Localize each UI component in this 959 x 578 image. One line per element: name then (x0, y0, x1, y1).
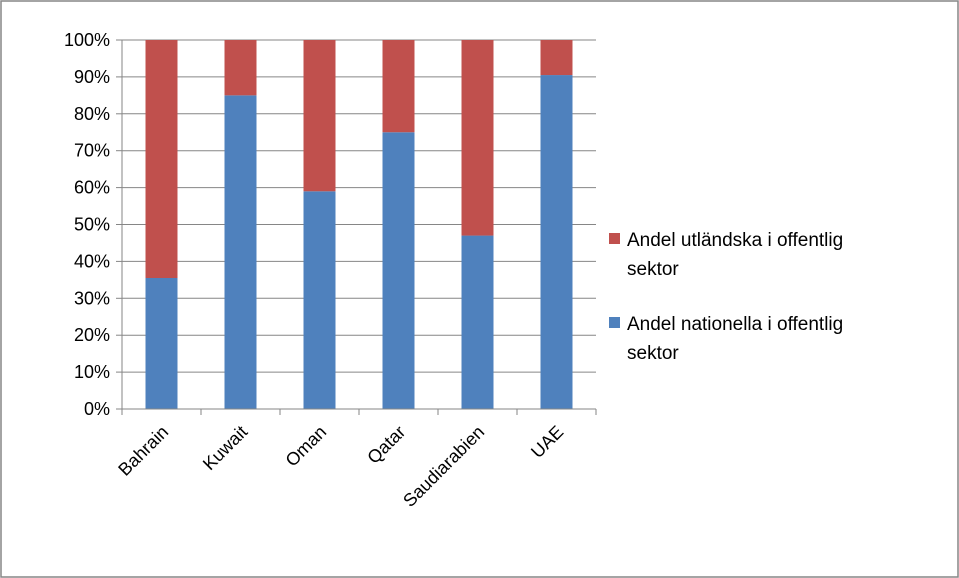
y-tick-label: 100% (64, 30, 110, 50)
bar-oman-series-1 (303, 40, 336, 192)
y-tick-label: 20% (74, 325, 110, 345)
y-tick-label: 70% (74, 141, 110, 161)
bars (145, 40, 573, 410)
bar-bahrain-series-0 (145, 278, 178, 409)
bar-bahrain-series-1 (145, 40, 178, 279)
gridlines (116, 39, 596, 410)
bar-qatar-series-0 (382, 132, 415, 409)
axes (121, 40, 597, 415)
bar-uae-series-1 (540, 40, 573, 76)
bar-saudiarabien-series-0 (461, 235, 494, 409)
legend-label: Andel utländska i offentlig sektor (627, 230, 843, 280)
y-tick-label: 50% (74, 215, 110, 235)
legend-swatch (609, 317, 620, 328)
bar-qatar-series-1 (382, 40, 415, 133)
legend-swatch (609, 233, 620, 244)
bar-oman-series-0 (303, 191, 336, 409)
bar-kuwait-series-1 (224, 40, 257, 96)
bar-saudiarabien-series-1 (461, 40, 494, 236)
legend-label: Andel nationella i offentlig sektor (627, 314, 843, 364)
y-tick-label: 40% (74, 251, 110, 271)
y-tick-label: 60% (74, 178, 110, 198)
y-tick-label: 10% (74, 362, 110, 382)
bar-kuwait-series-0 (224, 95, 257, 409)
bar-uae-series-0 (540, 75, 573, 410)
y-tick-label: 30% (74, 288, 110, 308)
y-tick-labels: 0% 10% 20% 30% 40% 50% 60% 70% 80% 90% 100% (64, 30, 110, 419)
y-tick-label: 90% (74, 67, 110, 87)
y-tick-label: 80% (74, 104, 110, 124)
legend: Andel utländska i offentlig sektor Andel n… (609, 230, 843, 364)
y-tick-label: 0% (84, 399, 110, 419)
